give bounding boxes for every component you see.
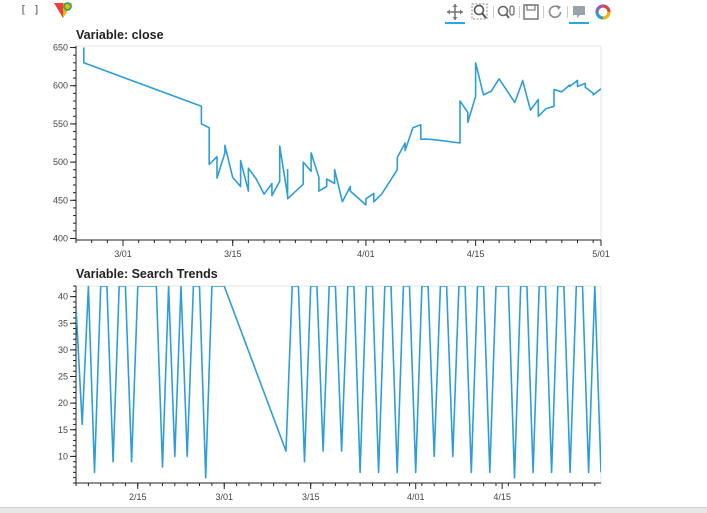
x-tick-label: 2/15 [129,492,147,502]
y-tick-label: 40 [58,292,68,302]
reset-icon[interactable] [545,2,565,22]
y-tick-label: 25 [58,372,68,382]
x-tick-label: 3/15 [302,492,320,502]
x-tick-label: 3/01 [215,492,233,502]
chart-title-search-trends: Variable: Search Trends [76,267,218,281]
y-tick-label: 15 [58,425,68,435]
y-tick-label: 30 [58,345,68,355]
horizontal-scrollbar[interactable] [0,507,707,513]
y-tick-label: 550 [53,119,68,129]
chart-title-close: Variable: close [76,28,164,42]
hover-icon[interactable] [569,2,589,24]
plot-toolbar [443,2,613,24]
save-icon[interactable] [521,2,541,22]
series-line [76,286,601,479]
x-tick-label: 4/15 [493,492,511,502]
y-tick-label: 10 [58,451,68,461]
x-tick-label: 3/01 [114,249,132,259]
cell-prompt: [ ] [20,3,40,16]
x-tick-label: 4/15 [467,249,485,259]
series-line [83,47,601,206]
x-tick-label: 4/01 [357,249,375,259]
y-tick-label: 20 [58,398,68,408]
y-tick-label: 650 [53,43,68,53]
x-tick-label: 4/01 [407,492,425,502]
y-tick-label: 35 [58,318,68,328]
y-tick-label: 600 [53,81,68,91]
y-tick-label: 500 [53,157,68,167]
bokeh-logo-icon[interactable] [593,2,613,22]
wheel-zoom-icon[interactable] [496,2,516,22]
pan-icon[interactable] [445,2,465,24]
bokeh-logo-icon [54,2,72,18]
y-tick-label: 400 [53,233,68,243]
x-tick-label: 5/01 [592,249,610,259]
y-tick-label: 450 [53,195,68,205]
x-tick-label: 3/15 [224,249,242,259]
box-zoom-icon[interactable] [470,2,490,22]
